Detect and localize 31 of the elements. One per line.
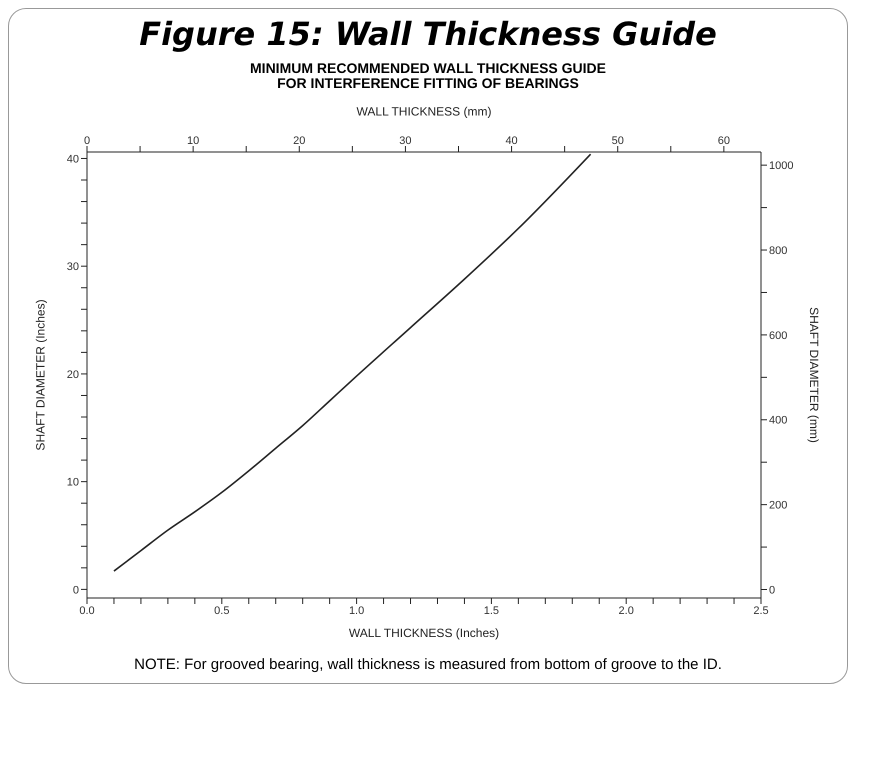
x-tick-label: 0.5 bbox=[214, 604, 230, 617]
x-tick-label: 1.0 bbox=[348, 604, 364, 617]
text: NOTE: For grooved bearing, wall thickness is measured from bottom of groove to the ID. bbox=[133, 656, 723, 673]
x2-tick-label: 10 bbox=[187, 134, 200, 147]
x-tick-label: 2.5 bbox=[753, 604, 769, 617]
y2-tick-label: 1000 bbox=[769, 160, 794, 172]
y-tick-label: 30 bbox=[66, 260, 79, 273]
y2-axis-title: SHAFT DIAMETER (mm) bbox=[806, 306, 821, 443]
x2-tick-label: 30 bbox=[399, 134, 412, 147]
y-tick-label: 10 bbox=[66, 476, 79, 488]
x2-axis-title: WALL THICKNESS (mm) bbox=[356, 104, 492, 118]
x2-tick-label: 50 bbox=[612, 134, 624, 147]
y-axis-title: SHAFT DIAMETER (Inches) bbox=[33, 299, 48, 450]
x2-tick-label: 60 bbox=[718, 134, 730, 147]
x-tick-label: 0.0 bbox=[79, 604, 95, 617]
y2-tick-label: 0 bbox=[769, 584, 776, 596]
x-tick-label: 1.5 bbox=[484, 604, 500, 617]
x-tick-label: 2.0 bbox=[618, 604, 634, 617]
x2-tick-label: 40 bbox=[505, 134, 518, 147]
x2-tick-label: 20 bbox=[293, 134, 306, 147]
chart-subtitle: MINIMUM RECOMMENDED WALL THICKNESS GUIDE FOR INTERFERENCE FITTING OF BEARINGS bbox=[249, 60, 607, 92]
y2-tick-label: 400 bbox=[769, 414, 788, 426]
y-tick-label: 0 bbox=[72, 584, 79, 596]
y-tick-label: 20 bbox=[66, 368, 79, 381]
x-axis-title: WALL THICKNESS (Inches) bbox=[348, 626, 500, 640]
x2-tick-label: 0 bbox=[84, 134, 90, 147]
chart-title: Figure 15: Wall Thickness Guide bbox=[138, 15, 718, 53]
y2-tick-label: 200 bbox=[769, 499, 788, 512]
y2-tick-label: 800 bbox=[769, 244, 788, 257]
y2-tick-label: 600 bbox=[769, 330, 788, 342]
y-tick-label: 40 bbox=[66, 153, 79, 166]
